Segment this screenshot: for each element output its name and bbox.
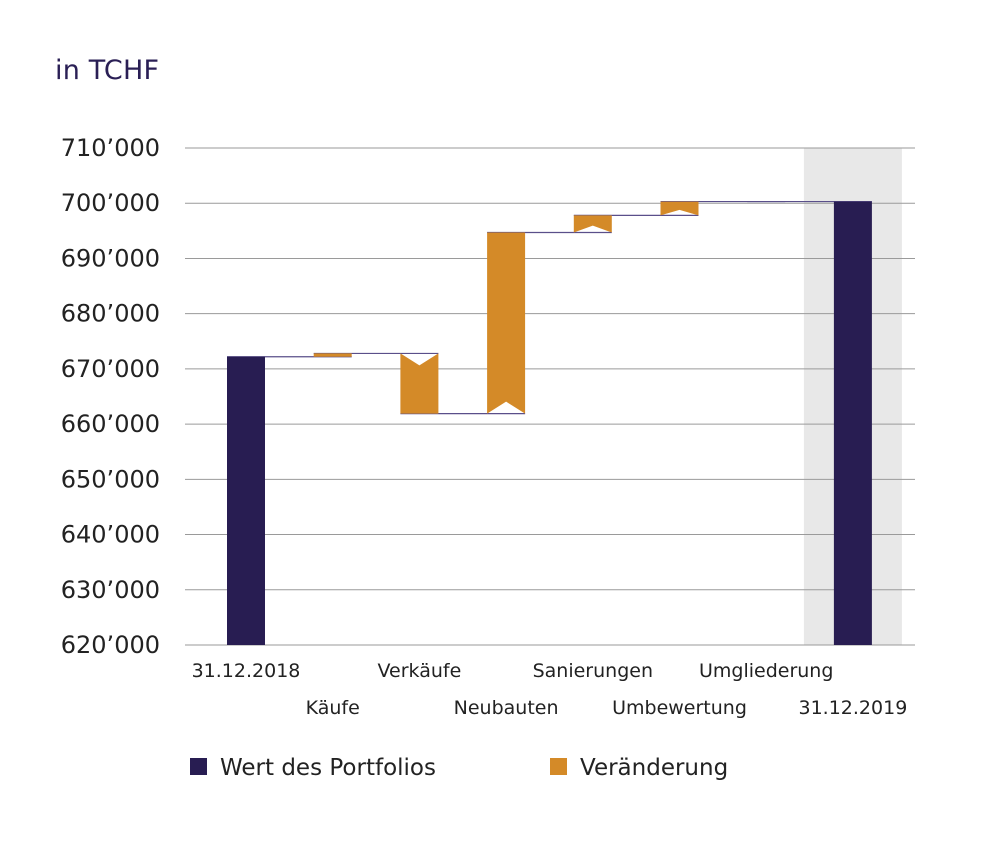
legend-swatch bbox=[190, 758, 207, 775]
change-bar bbox=[487, 232, 526, 414]
legend-swatch bbox=[550, 758, 567, 775]
legend-label: Wert des Portfolios bbox=[220, 755, 436, 781]
y-tick-label: 660’000 bbox=[61, 410, 160, 438]
unit-label: in TCHF bbox=[55, 55, 160, 86]
y-tick-label: 670’000 bbox=[61, 355, 160, 383]
y-tick-label: 710’000 bbox=[61, 134, 160, 162]
y-tick-label: 700’000 bbox=[61, 189, 160, 217]
x-category-label: Verkäufe bbox=[378, 660, 462, 682]
total-bar bbox=[833, 201, 872, 645]
x-category-label: Umbewertung bbox=[612, 697, 747, 719]
change-bar bbox=[660, 201, 699, 216]
x-category-label: Umgliederung bbox=[699, 660, 833, 682]
change-bar bbox=[400, 353, 439, 414]
x-category-label: Käufe bbox=[306, 697, 360, 719]
y-tick-label: 690’000 bbox=[61, 244, 160, 272]
x-category-label: Neubauten bbox=[454, 697, 559, 719]
change-bar bbox=[313, 353, 352, 357]
y-tick-label: 650’000 bbox=[61, 465, 160, 493]
x-category-label: 31.12.2019 bbox=[799, 697, 908, 719]
y-tick-label: 640’000 bbox=[61, 521, 160, 549]
change-bar bbox=[573, 215, 612, 233]
y-tick-label: 630’000 bbox=[61, 576, 160, 604]
x-category-label: 31.12.2018 bbox=[192, 660, 301, 682]
y-tick-label: 620’000 bbox=[61, 631, 160, 659]
x-category-label: Sanierungen bbox=[533, 660, 653, 682]
legend-label: Veränderung bbox=[580, 755, 728, 781]
total-bar bbox=[227, 356, 265, 645]
y-tick-label: 680’000 bbox=[61, 300, 160, 328]
